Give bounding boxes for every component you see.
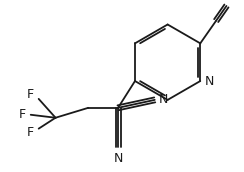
Text: F: F <box>27 126 34 139</box>
Text: N: N <box>113 152 123 165</box>
Text: N: N <box>205 74 215 88</box>
Text: N: N <box>159 93 168 106</box>
Text: F: F <box>27 88 34 101</box>
Text: F: F <box>19 108 26 121</box>
